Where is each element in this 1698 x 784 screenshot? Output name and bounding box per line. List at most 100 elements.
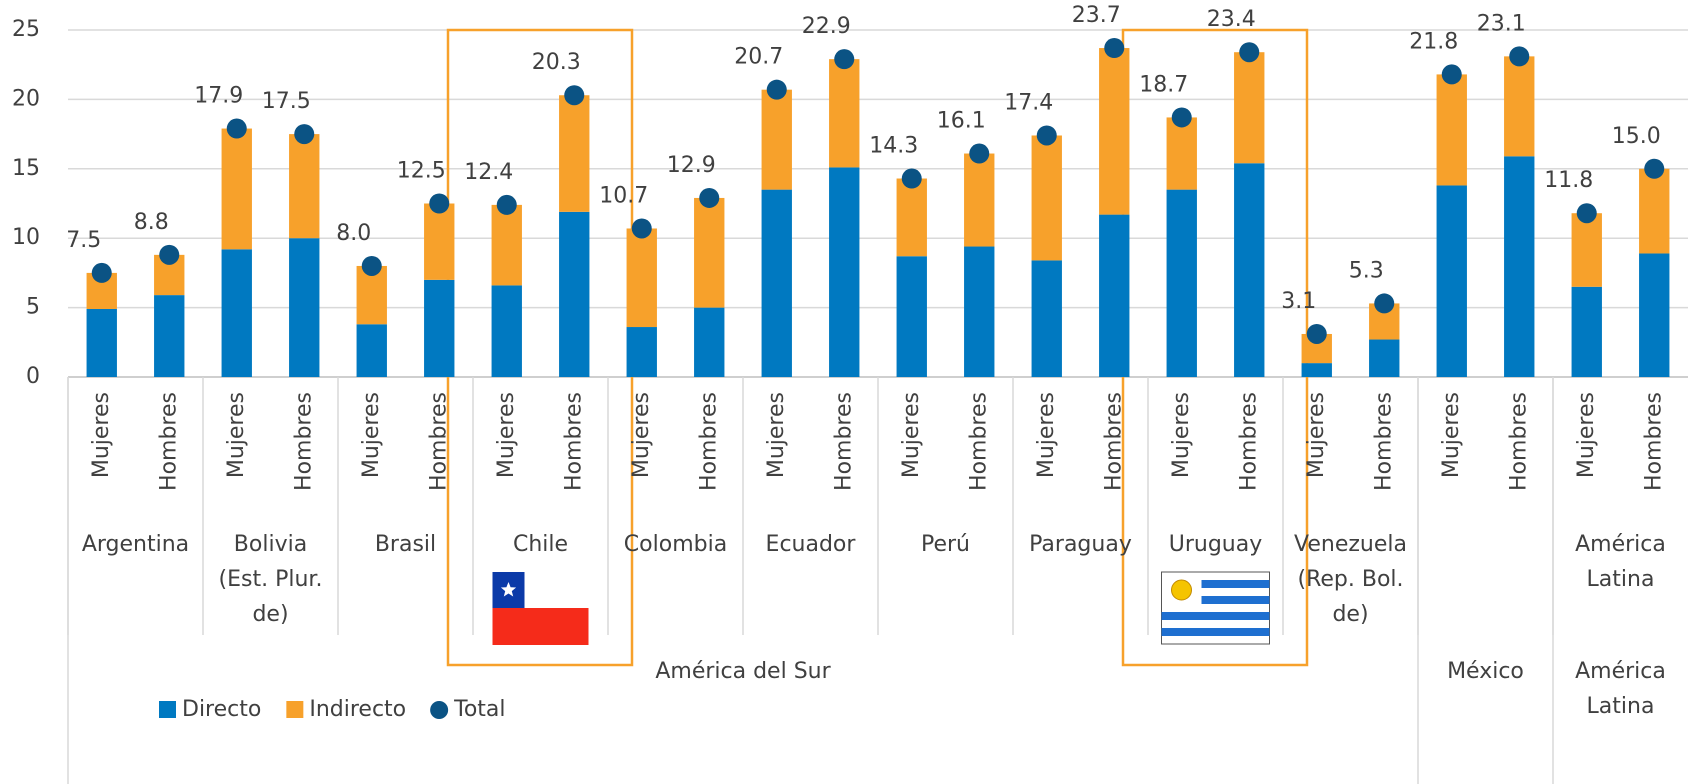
group-label: Colombia bbox=[624, 532, 727, 557]
y-tick-label: 25 bbox=[12, 17, 40, 42]
x-tick-label: Hombres bbox=[1506, 392, 1531, 491]
bar-segment bbox=[1166, 117, 1197, 190]
data-label: 22.9 bbox=[802, 14, 851, 39]
bar-segment bbox=[559, 95, 590, 212]
data-label: 23.7 bbox=[1072, 3, 1121, 28]
group-label: Brasil bbox=[375, 532, 436, 557]
group-label: (Est. Plur. bbox=[219, 567, 323, 592]
total-dot bbox=[1104, 38, 1125, 59]
bar-segment bbox=[1639, 168, 1670, 254]
bar-segment bbox=[424, 203, 455, 280]
x-tick-label: Mujeres bbox=[1034, 392, 1059, 478]
supergroup-label: México bbox=[1447, 659, 1524, 684]
bar-segment bbox=[1571, 286, 1602, 377]
bar-segment bbox=[1571, 213, 1602, 287]
bar-segment bbox=[1234, 163, 1265, 377]
data-label: 23.4 bbox=[1207, 7, 1256, 32]
x-tick-label: Hombres bbox=[966, 392, 991, 491]
data-label: 17.5 bbox=[262, 89, 311, 114]
y-tick-label: 5 bbox=[26, 295, 40, 320]
group-label: América bbox=[1575, 532, 1666, 557]
x-tick-label: Hombres bbox=[831, 392, 856, 491]
bar-segment bbox=[694, 307, 725, 377]
x-tick-label: Mujeres bbox=[494, 392, 519, 478]
data-label: 20.3 bbox=[532, 50, 581, 75]
flag-uruguay-stripe bbox=[1201, 596, 1270, 604]
x-tick-label: Mujeres bbox=[1439, 392, 1464, 478]
legend-label: Total bbox=[453, 697, 505, 722]
bar-segment bbox=[964, 153, 995, 247]
data-label: 11.8 bbox=[1544, 168, 1593, 193]
total-dot bbox=[1306, 323, 1327, 344]
bar-segment bbox=[289, 238, 320, 377]
total-dot bbox=[564, 85, 585, 106]
legend-marker bbox=[430, 701, 449, 719]
x-tick-label: Hombres bbox=[1101, 392, 1126, 491]
total-dot bbox=[496, 194, 517, 215]
total-dot bbox=[766, 79, 787, 100]
group-label: Argentina bbox=[82, 532, 189, 557]
group-label: Paraguay bbox=[1029, 532, 1132, 557]
bar-segment bbox=[424, 279, 455, 377]
data-label: 10.7 bbox=[599, 183, 648, 208]
total-dot bbox=[159, 244, 180, 265]
x-tick-label: Hombres bbox=[1236, 392, 1261, 491]
y-tick-label: 15 bbox=[12, 156, 40, 181]
y-tick-label: 20 bbox=[12, 86, 40, 111]
bar-segment bbox=[829, 59, 860, 168]
highlight-box bbox=[446, 28, 634, 667]
flag-chile-star bbox=[500, 582, 517, 597]
bar-segment bbox=[1369, 339, 1400, 377]
supergroup-label: Latina bbox=[1587, 694, 1655, 719]
data-label: 12.5 bbox=[397, 159, 446, 184]
total-dot bbox=[969, 143, 990, 164]
group-label: Chile bbox=[513, 532, 568, 557]
group-label: Ecuador bbox=[766, 532, 857, 557]
supergroup-label: América bbox=[1575, 659, 1666, 684]
total-dot bbox=[1576, 203, 1597, 224]
bar-segment bbox=[1234, 52, 1265, 164]
total-dot bbox=[429, 193, 450, 214]
data-label: 17.4 bbox=[1004, 90, 1053, 115]
group-label: (Rep. Bol. bbox=[1297, 567, 1403, 592]
group-label: Latina bbox=[1587, 567, 1655, 592]
bar-segment bbox=[1031, 135, 1062, 261]
x-tick-label: Mujeres bbox=[629, 392, 654, 478]
data-label: 18.7 bbox=[1139, 72, 1188, 97]
flag-uruguay-stripe bbox=[1201, 580, 1270, 588]
y-tick-label: 0 bbox=[26, 364, 40, 389]
bar-segment bbox=[896, 256, 927, 377]
x-tick-label: Hombres bbox=[426, 392, 451, 491]
bar-segment bbox=[626, 327, 657, 377]
bar-segment bbox=[626, 228, 657, 328]
x-tick-label: Mujeres bbox=[89, 392, 114, 478]
data-label: 20.7 bbox=[734, 45, 783, 70]
group-label: de) bbox=[1332, 602, 1368, 627]
data-label: 17.9 bbox=[194, 84, 243, 109]
bar-segment bbox=[221, 128, 252, 250]
bar-segment bbox=[761, 189, 792, 377]
flag-uruguay-stripe bbox=[1161, 612, 1270, 620]
data-label: 8.0 bbox=[336, 221, 371, 246]
bar-segment bbox=[221, 249, 252, 377]
group-label: Bolivia bbox=[234, 532, 307, 557]
x-tick-label: Hombres bbox=[561, 392, 586, 491]
x-tick-label: Mujeres bbox=[1304, 392, 1329, 478]
bar-segment bbox=[356, 324, 387, 377]
y-tick-label: 10 bbox=[12, 225, 40, 250]
legend-label: Indirecto bbox=[309, 697, 406, 722]
x-tick-label: Hombres bbox=[291, 392, 316, 491]
bar-segment bbox=[1301, 363, 1332, 377]
bar-segment bbox=[1099, 214, 1130, 377]
legend-marker bbox=[159, 701, 176, 718]
bar-segment bbox=[1031, 260, 1062, 377]
total-dot bbox=[834, 49, 855, 70]
bar-segment bbox=[761, 89, 792, 190]
group-label: Venezuela bbox=[1294, 532, 1407, 557]
bar-segment bbox=[559, 211, 590, 377]
data-label: 12.4 bbox=[464, 160, 513, 185]
flag-uruguay-sun bbox=[1171, 579, 1192, 601]
supergroup-label: América del Sur bbox=[655, 659, 831, 684]
total-dot bbox=[226, 118, 247, 139]
highlight-box bbox=[1121, 28, 1309, 667]
